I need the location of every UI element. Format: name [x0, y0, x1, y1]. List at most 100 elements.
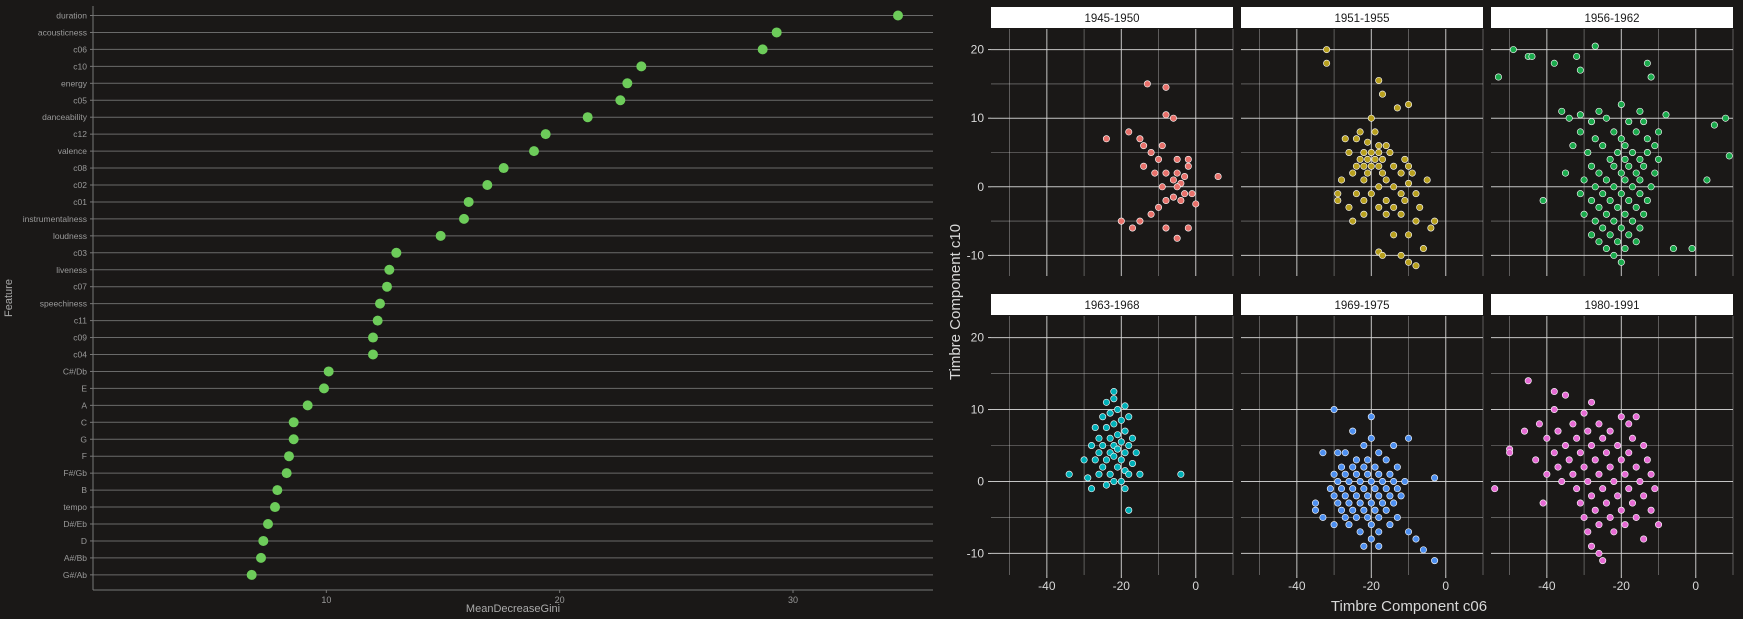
facet-point [1349, 485, 1357, 493]
facet-point [1550, 59, 1558, 67]
feature-point [757, 44, 768, 55]
facet-point [1352, 162, 1360, 170]
facet-point [1591, 42, 1599, 50]
facet-point [1099, 463, 1107, 471]
facet-point [1580, 176, 1588, 184]
facet-point [1125, 506, 1133, 514]
facet-point [1625, 485, 1633, 493]
facet-point [1375, 183, 1383, 191]
facet-point [1725, 152, 1733, 160]
facet-point [1360, 441, 1368, 449]
facet-point [1390, 231, 1398, 239]
facet-point [1125, 470, 1133, 478]
gini-tick-label: 30 [788, 595, 798, 605]
facet-point [1599, 557, 1607, 565]
facet-point [1360, 463, 1368, 471]
facet-point [1655, 521, 1663, 529]
facet-point [1345, 499, 1353, 507]
facet-point [1095, 434, 1103, 442]
facet-point [1319, 513, 1327, 521]
facet-point [1341, 449, 1349, 457]
facet-point [1565, 456, 1573, 464]
facet-point [1539, 499, 1547, 507]
facet-point [1584, 477, 1592, 485]
facet-point [1360, 210, 1368, 218]
facet-point [1640, 118, 1648, 126]
facet-point [1155, 155, 1163, 163]
facet-point [1602, 176, 1610, 184]
facet-point [1621, 155, 1629, 163]
facet-point [1364, 456, 1372, 464]
feature-tick-label: c10 [73, 61, 87, 71]
facet-point [1647, 506, 1655, 514]
facet-point [1121, 427, 1129, 435]
facet-y-tick-label: 10 [971, 403, 985, 417]
facet-point [1091, 424, 1099, 432]
facet-strip-label: 1980-1991 [1585, 300, 1640, 312]
facet-point [1606, 155, 1614, 163]
facet-point [1095, 470, 1103, 478]
feature-tick-label: D#/Eb [63, 519, 87, 529]
feature-tick-label: speechiness [40, 299, 87, 309]
facet-point [1155, 203, 1163, 211]
facet-strip-label: 1945-1950 [1085, 13, 1140, 25]
facet-point [1356, 499, 1364, 507]
facet-point [1341, 492, 1349, 500]
facet-point [1595, 470, 1603, 478]
facet-point [1173, 169, 1181, 177]
facet-point [1632, 413, 1640, 421]
feature-tick-label: c05 [73, 95, 87, 105]
feature-point [246, 569, 257, 580]
facet-point [1117, 456, 1125, 464]
facet-point [1539, 197, 1547, 205]
feature-point [582, 112, 593, 123]
facet-point [1506, 449, 1514, 457]
facet-point [1558, 107, 1566, 115]
feature-tick-label: B [81, 485, 87, 495]
facet-point [1655, 128, 1663, 136]
facet-point [1588, 197, 1596, 205]
facet-point [1162, 111, 1170, 119]
facet-y-tick-label: 20 [971, 331, 985, 345]
x-axis-title: MeanDecreaseGini [466, 603, 560, 615]
facet-point [1554, 427, 1562, 435]
facet-point [1128, 434, 1136, 442]
facet-point [1595, 521, 1603, 529]
facet-point [1610, 128, 1618, 136]
facet-point [1703, 176, 1711, 184]
facet-point [1367, 535, 1375, 543]
facet-point [1614, 149, 1622, 157]
facet-point [1102, 481, 1110, 489]
timbre-facet-chart: 1945-1950 -10 0 10 20 1951-1955 1956-1962 1963-… [940, 0, 1743, 619]
facet-point [1606, 231, 1614, 239]
facet-point [1386, 492, 1394, 500]
facet-point [1114, 445, 1122, 453]
facet-point [1651, 485, 1659, 493]
facet-point [1311, 499, 1319, 507]
facet-point [1588, 441, 1596, 449]
facet-point [1371, 463, 1379, 471]
facet-point [1390, 441, 1398, 449]
facet-point [1102, 135, 1110, 143]
feature-point [270, 502, 280, 513]
facet-point [1349, 463, 1357, 471]
facet-point [1636, 155, 1644, 163]
feature-point [463, 196, 474, 207]
feature-tick-label: A [81, 400, 87, 410]
facet-point [1397, 492, 1405, 500]
facet-point [1341, 135, 1349, 143]
feature-point [615, 95, 626, 106]
facet-point [1595, 238, 1603, 246]
facet-point [1326, 485, 1334, 493]
facet-strip [1241, 294, 1483, 315]
facet-point [1128, 459, 1136, 467]
facet-point [1643, 197, 1651, 205]
facet-x-tick-label: 0 [1692, 579, 1699, 593]
facet-point [1117, 438, 1125, 446]
facet-point [1397, 251, 1405, 259]
feature-tick-label: liveness [56, 265, 87, 275]
facet-point [1588, 231, 1596, 239]
facet-point [1610, 477, 1618, 485]
facet-point [1543, 434, 1551, 442]
facet-point [1628, 183, 1636, 191]
